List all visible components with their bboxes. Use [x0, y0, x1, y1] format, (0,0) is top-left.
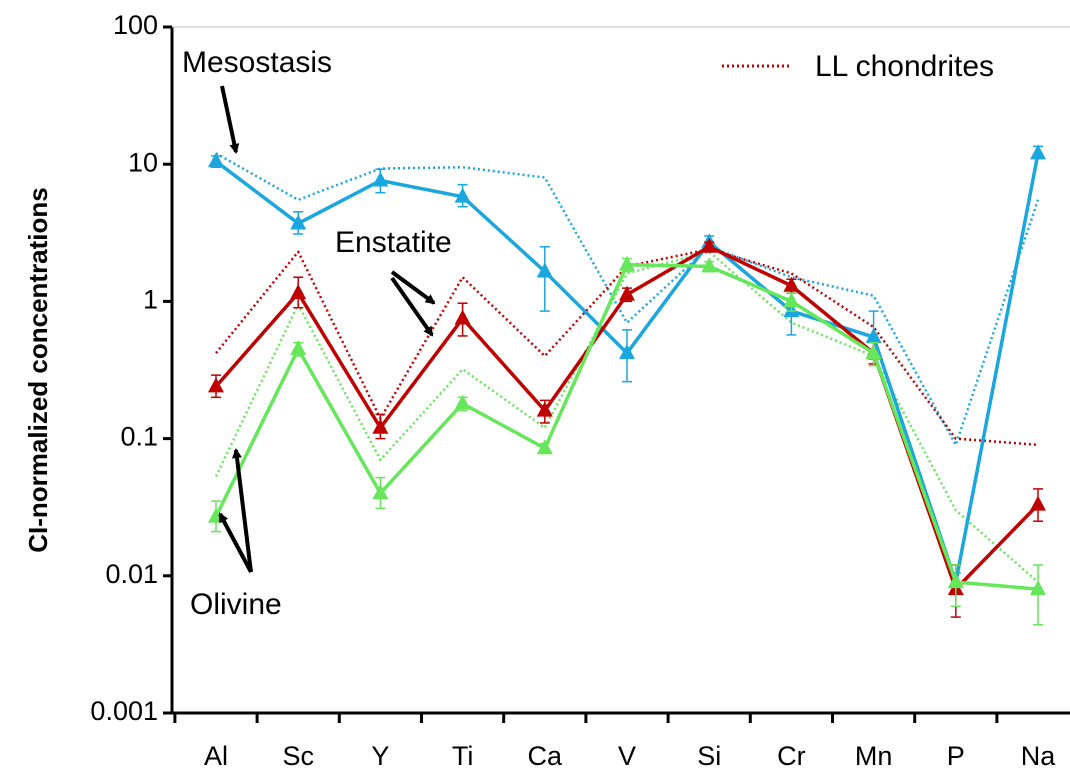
data-point: [865, 328, 882, 344]
arrow-olivine-2: [218, 512, 253, 573]
data-point: [372, 418, 389, 434]
arrow-olivine-1: [232, 448, 253, 573]
x-tick-label: Cr: [777, 741, 806, 771]
x-axis-ticks: Al Sc Y Ti Ca V Si Cr Mn P Na: [173, 713, 1056, 771]
arrow-enstatite-1: [390, 270, 436, 305]
y-tick-label: 100: [113, 10, 158, 40]
data-point: [536, 439, 553, 455]
data-point: [290, 284, 307, 300]
x-tick-label: V: [618, 741, 636, 771]
series-olivine: [208, 255, 1046, 626]
series-layer: [208, 144, 1046, 626]
data-point: [1030, 144, 1046, 160]
x-tick-label: Al: [204, 741, 228, 771]
y-tick-label: 0.01: [105, 559, 158, 589]
data-point: [372, 171, 389, 187]
y-tick-label: 10: [128, 147, 158, 177]
data-point: [619, 255, 635, 271]
data-point: [1030, 580, 1046, 596]
arrow-mesostasis: [220, 85, 240, 154]
x-tick-label: P: [947, 741, 965, 771]
data-point: [619, 344, 635, 360]
y-tick-label: 1: [143, 285, 158, 315]
data-point: [783, 292, 800, 308]
x-tick-label: Ti: [452, 741, 474, 771]
annotation-enstatite: Enstatite: [335, 226, 452, 259]
y-tick-label: 0.001: [90, 696, 158, 726]
data-point: [454, 394, 471, 410]
arrow-enstatite-2: [390, 276, 434, 337]
annotation-olivine: Olivine: [190, 588, 282, 621]
data-point: [1030, 495, 1046, 511]
legend-label: LL chondrites: [815, 50, 994, 83]
data-point: [290, 214, 307, 230]
data-point: [372, 484, 389, 500]
y-axis-label: CI-normalized concentrations: [23, 187, 53, 553]
x-tick-label: Na: [1021, 741, 1056, 771]
x-tick-label: Ca: [528, 741, 563, 771]
data-point: [208, 377, 224, 393]
series-enstatite: [208, 237, 1046, 618]
data-point: [701, 257, 718, 273]
data-point: [536, 262, 553, 278]
series-line-olivine: [214, 262, 1039, 591]
data-point: [454, 309, 471, 325]
data-point: [208, 152, 224, 168]
data-point: [536, 401, 553, 417]
series-mesostasis: [208, 144, 1046, 594]
data-point: [701, 237, 718, 253]
x-tick-label: Si: [697, 741, 721, 771]
x-tick-label: Mn: [855, 741, 893, 771]
data-point: [947, 573, 964, 589]
y-axis-ticks: 0.001 0.01 0.1 1 10 100: [90, 10, 172, 726]
legend: LL chondrites: [722, 50, 994, 83]
data-point: [454, 187, 471, 203]
x-tick-label: Y: [371, 741, 389, 771]
annotation-mesostasis: Mesostasis: [182, 46, 332, 79]
x-tick-label: Sc: [282, 741, 314, 771]
data-point: [290, 339, 307, 355]
y-tick-label: 0.1: [120, 422, 158, 452]
data-point: [619, 285, 635, 301]
data-point: [865, 344, 882, 360]
data-point: [783, 276, 800, 292]
